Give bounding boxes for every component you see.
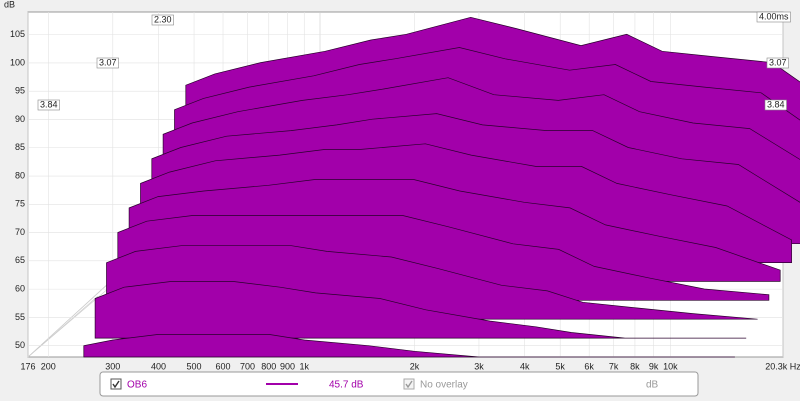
y-axis-label: dB: [4, 0, 15, 9]
depth-label-box: [766, 57, 789, 69]
depth-label: 3.84: [40, 99, 58, 109]
x-tick-label: 400: [151, 361, 166, 371]
x-tick-label: 2k: [410, 361, 420, 371]
x-tick-label: 8k: [630, 361, 640, 371]
y-tick-label: 90: [15, 114, 25, 124]
check-mark: [112, 380, 120, 389]
x-tick-label: 5k: [555, 361, 565, 371]
checkbox[interactable]: [110, 378, 122, 390]
x-tick-label: 300: [105, 361, 120, 371]
depth-label: 2.30: [154, 14, 172, 24]
legend-value: 45.7 dB: [329, 380, 364, 391]
y-tick-label: 80: [15, 170, 25, 180]
x-tick-label: 20.3k Hz: [765, 361, 800, 371]
overlay-label[interactable]: No overlay: [420, 380, 468, 391]
depth-label: 3.84: [767, 99, 785, 109]
x-tick-label: 700: [240, 361, 255, 371]
y-tick-label: 95: [15, 86, 25, 96]
y-tick-label: 65: [15, 255, 25, 265]
y-tick-label: 75: [15, 199, 25, 209]
y-tick-label: 105: [10, 29, 25, 39]
y-tick-label: 60: [15, 284, 25, 294]
check-mark: [405, 380, 413, 389]
x-tick-label: 7k: [609, 361, 619, 371]
x-tick-label: 200: [41, 361, 56, 371]
x-tick-label: 800: [261, 361, 276, 371]
y-tick-label: 70: [15, 227, 25, 237]
depth-label-box: [96, 57, 119, 69]
x-tick-label: 9k: [649, 361, 659, 371]
labels: 50 55 60 65 70 75 80 85 90 95 100 105 176 200 300 400 50…: [10, 11, 800, 371]
legend-panel: [99, 371, 699, 397]
depth-label: 4.00ms: [759, 11, 789, 21]
x-tick-label: 600: [216, 361, 231, 371]
x-tick-label: 500: [187, 361, 202, 371]
y-tick-label: 85: [15, 142, 25, 152]
depth-label: 3.07: [99, 57, 117, 67]
y-tick-label: 100: [10, 57, 25, 67]
legend-name[interactable]: OB6: [127, 380, 147, 391]
overlay-checkbox[interactable]: [403, 378, 415, 390]
x-tick-label: 6k: [584, 361, 594, 371]
y-tick-label: 55: [15, 312, 25, 322]
x-tick-label: 1k: [299, 361, 309, 371]
x-tick-label: 10k: [663, 361, 678, 371]
x-tick-label: 3k: [474, 361, 484, 371]
depth-label-box: [37, 99, 60, 111]
depth-label-box: [756, 11, 791, 23]
slice: [83, 334, 735, 358]
x-tick-label: 4k: [520, 361, 530, 371]
legend-unit: dB: [646, 380, 659, 391]
slice: [94, 281, 747, 339]
depth-label-box: [764, 99, 787, 111]
depth-label: 3.07: [769, 57, 787, 67]
y-tick-label: 50: [15, 340, 25, 350]
waterfall: [83, 16, 800, 358]
depth-label-box: [151, 14, 174, 26]
x-tick-label: 900: [280, 361, 295, 371]
x-tick-label: 176: [20, 361, 35, 371]
